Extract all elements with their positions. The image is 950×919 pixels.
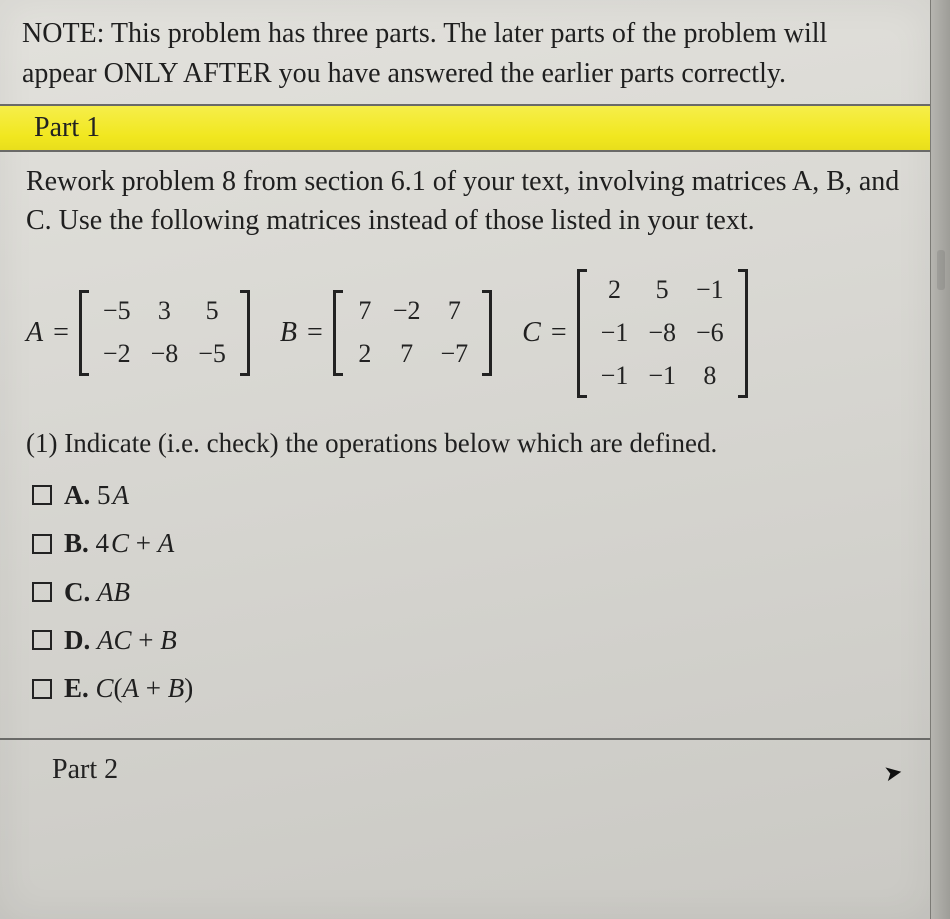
part1-header: Part 1 [0,106,930,152]
matrix-cell: −1 [686,269,734,312]
matrix-cell: 5 [638,269,686,312]
matrix-B-table: 7−2727−7 [347,290,478,376]
matrix-cell: −6 [686,312,734,355]
options-list: A. 5A B. 4C + A C. AB D. AC + B E. C(A + B) [32,476,906,708]
bracket-right-icon [738,269,748,398]
matrix-cell: 7 [347,290,383,333]
matrix-C-var: C [522,313,541,353]
matrix-B: B = 7−2727−7 [280,290,492,376]
option-row: B. 4C + A [32,524,906,562]
bracket-left-icon [333,290,343,376]
bracket-left-icon [577,269,587,398]
option-checkbox[interactable] [32,630,52,650]
option-checkbox[interactable] [32,679,52,699]
option-row: E. C(A + B) [32,669,906,707]
matrix-B-var: B [280,313,297,353]
bracket-left-icon [79,290,89,376]
bracket-right-icon [240,290,250,376]
option-label: A. 5A [64,476,129,514]
option-checkbox[interactable] [32,582,52,602]
matrix-A-var: A [26,313,43,353]
matrix-cell: −5 [188,333,236,376]
option-checkbox[interactable] [32,534,52,554]
part1-body: Rework problem 8 from section 6.1 of you… [0,152,930,740]
bracket-right-icon [482,290,492,376]
part2-header: Part 2 [0,744,930,796]
matrix-cell: 8 [686,355,734,398]
cursor-icon: ➤ [881,759,904,788]
matrix-A-bracket: −535 −2−8−5 [79,290,250,376]
option-row: D. AC + B [32,621,906,659]
option-label: B. 4C + A [64,524,174,562]
matrix-A: A = −535 −2−8−5 [26,290,250,376]
eq-sign: = [307,313,323,353]
matrix-cell: −2 [93,333,141,376]
option-label: C. AB [64,573,130,611]
matrix-C: C = 25−1−1−8−6−1−18 [522,269,748,398]
matrices-row: A = −535−2−8−5 B = 7−2727−7 [26,269,906,398]
part1-intro: Rework problem 8 from section 6.1 of you… [26,162,906,242]
matrix-cell: −1 [591,312,639,355]
matrix-cell: −1 [638,355,686,398]
eq-sign: = [551,313,567,353]
option-label: D. AC + B [64,621,177,659]
eq-sign: = [53,313,69,353]
matrix-B-bracket: 7−2727−7 [333,290,492,376]
question-text: (1) Indicate (i.e. check) the operations… [26,424,906,462]
matrix-cell: −5 [93,290,141,333]
matrix-A-table: −535 −2−8−5 [93,290,236,376]
matrix-cell: 2 [347,333,383,376]
matrix-cell: 7 [383,333,431,376]
note-text: NOTE: This problem has three parts. The … [0,0,930,104]
option-row: A. 5A [32,476,906,514]
matrix-cell: −2 [383,290,431,333]
option-label: E. C(A + B) [64,669,193,707]
matrix-cell: 2 [591,269,639,312]
matrix-cell: −1 [591,355,639,398]
page-right-edge [930,0,950,919]
matrix-cell: −8 [141,333,189,376]
option-row: C. AB [32,573,906,611]
matrix-C-table: 25−1−1−8−6−1−18 [591,269,734,398]
problem-page: NOTE: This problem has three parts. The … [0,0,930,919]
matrix-cell: 5 [188,290,236,333]
matrix-C-bracket: 25−1−1−8−6−1−18 [577,269,748,398]
matrix-cell: −8 [638,312,686,355]
matrix-cell: 7 [431,290,479,333]
matrix-cell: −7 [431,333,479,376]
matrix-cell: 3 [141,290,189,333]
part1-panel: Part 1 Rework problem 8 from section 6.1… [0,104,930,740]
option-checkbox[interactable] [32,485,52,505]
